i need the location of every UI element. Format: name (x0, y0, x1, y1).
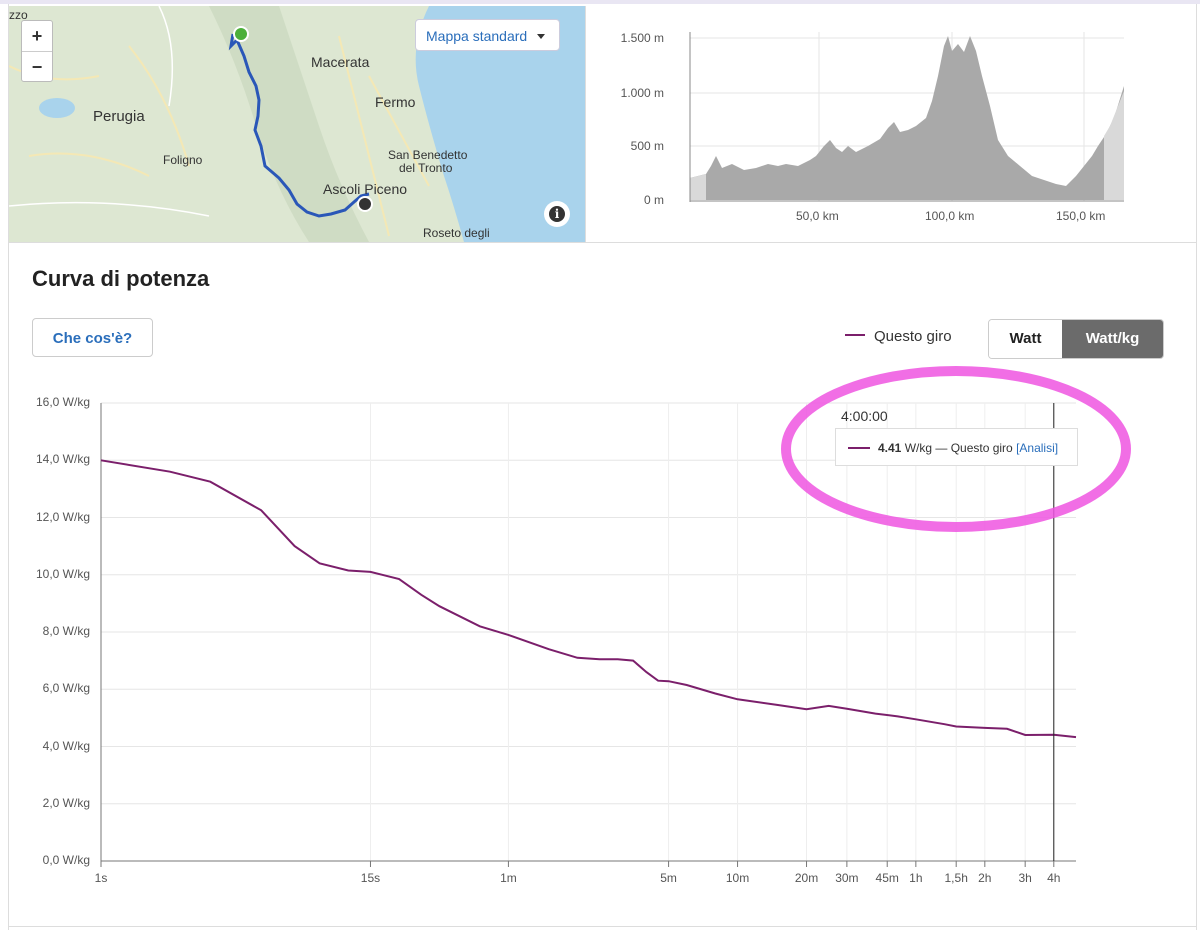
y-tick-label: 12,0 W/kg (35, 509, 90, 524)
x-tick-label: 5m (660, 871, 677, 885)
map-label: San Benedetto (388, 148, 468, 162)
top-border (0, 0, 1200, 4)
finish-marker (357, 196, 373, 212)
x-tick-label: 45m (875, 871, 899, 885)
watt-toggle[interactable]: Watt (989, 320, 1062, 358)
x-tick-label: 20m (794, 871, 819, 885)
section-divider (9, 242, 1197, 243)
map-label: zzo (9, 8, 28, 22)
map-info-button[interactable]: i (544, 201, 570, 227)
map-label: Roseto degli (423, 226, 490, 240)
zoom-control: + − (21, 20, 53, 82)
elevation-profile[interactable]: 1.500 m 1.000 m 500 m 0 m 50,0 km 100,0 … (586, 6, 1196, 242)
frame-left (8, 4, 9, 930)
y-tick-label: 10,0 W/kg (35, 566, 90, 581)
map-style-label: Mappa standard (426, 28, 528, 44)
elevation-y-tick: 1.500 m (620, 31, 664, 45)
elevation-y-tick: 0 m (643, 193, 664, 207)
zoom-out-button[interactable]: − (22, 51, 52, 82)
y-tick-label: 2,0 W/kg (42, 795, 90, 810)
elevation-chart (689, 32, 1124, 202)
elevation-x-tick: 50,0 km (796, 209, 839, 223)
elevation-x-tick: 100,0 km (925, 209, 975, 223)
map-label: Perugia (93, 108, 145, 125)
x-tick-label: 1m (500, 871, 517, 885)
x-tick-label: 15s (360, 871, 381, 885)
start-marker (233, 26, 249, 42)
unit-toggle: Watt Watt/kg (988, 319, 1164, 359)
tooltip-unit: W/kg — Questo giro (901, 441, 1017, 455)
x-tick-label: 1s (94, 871, 108, 885)
tooltip-time: 4:00:00 (841, 408, 888, 424)
frame-right (1196, 4, 1197, 930)
panel-divider (585, 6, 586, 242)
y-tick-label: 8,0 W/kg (42, 624, 90, 638)
x-tick-label: 30m (835, 871, 859, 885)
what-is-it-button[interactable]: Che cos'è? (32, 318, 153, 357)
y-tick-label: 4,0 W/kg (42, 738, 90, 753)
map-style-select[interactable]: Mappa standard (415, 19, 560, 51)
elevation-y-tick: 1.000 m (620, 86, 664, 100)
route-map[interactable]: + − Mappa standard i zzo Macerata Perugi… (9, 6, 585, 242)
tooltip-swatch (848, 446, 870, 449)
chart-legend[interactable]: Questo giro (845, 328, 952, 345)
zoom-in-button[interactable]: + (31, 26, 43, 46)
power-curve-title: Curva di potenza (32, 266, 210, 291)
map-label: Foligno (163, 153, 203, 167)
y-tick-label: 0,0 W/kg (42, 853, 90, 867)
analisi-link[interactable]: [Analisi] (1016, 441, 1059, 455)
caret-down-icon (537, 34, 545, 39)
info-icon: i (549, 206, 565, 222)
legend-swatch (845, 334, 865, 337)
legend-label: Questo giro (874, 328, 952, 345)
tooltip-value: 4.41 (878, 441, 902, 455)
elevation-area (690, 36, 1124, 200)
x-tick-label: 4h (1047, 871, 1061, 885)
y-tick-label: 6,0 W/kg (42, 681, 90, 696)
x-tick-label: 3h (1018, 871, 1032, 885)
x-tick-label: 1,5h (944, 871, 968, 885)
x-tick-label: 1h (909, 871, 923, 885)
y-tick-label: 14,0 W/kg (35, 452, 90, 467)
chart-tooltip: 4.41 W/kg — Questo giro [Analisi] (835, 428, 1078, 466)
y-tick-label: 16,0 W/kg (35, 395, 90, 409)
series-line-questo-giro (100, 459, 1077, 739)
route-line (228, 33, 370, 218)
map-label: Macerata (311, 54, 370, 70)
map-label: Fermo (375, 94, 416, 110)
map-label: Ascoli Piceno (323, 181, 408, 197)
elevation-y-tick: 500 m (630, 139, 664, 153)
x-tick-label: 2h (978, 871, 992, 885)
x-tick-label: 10m (725, 871, 750, 885)
watt-kg-toggle[interactable]: Watt/kg (1062, 320, 1163, 358)
elevation-x-tick: 150,0 km (1056, 209, 1106, 223)
bottom-border (9, 926, 1197, 927)
map-label: del Tronto (399, 161, 453, 175)
